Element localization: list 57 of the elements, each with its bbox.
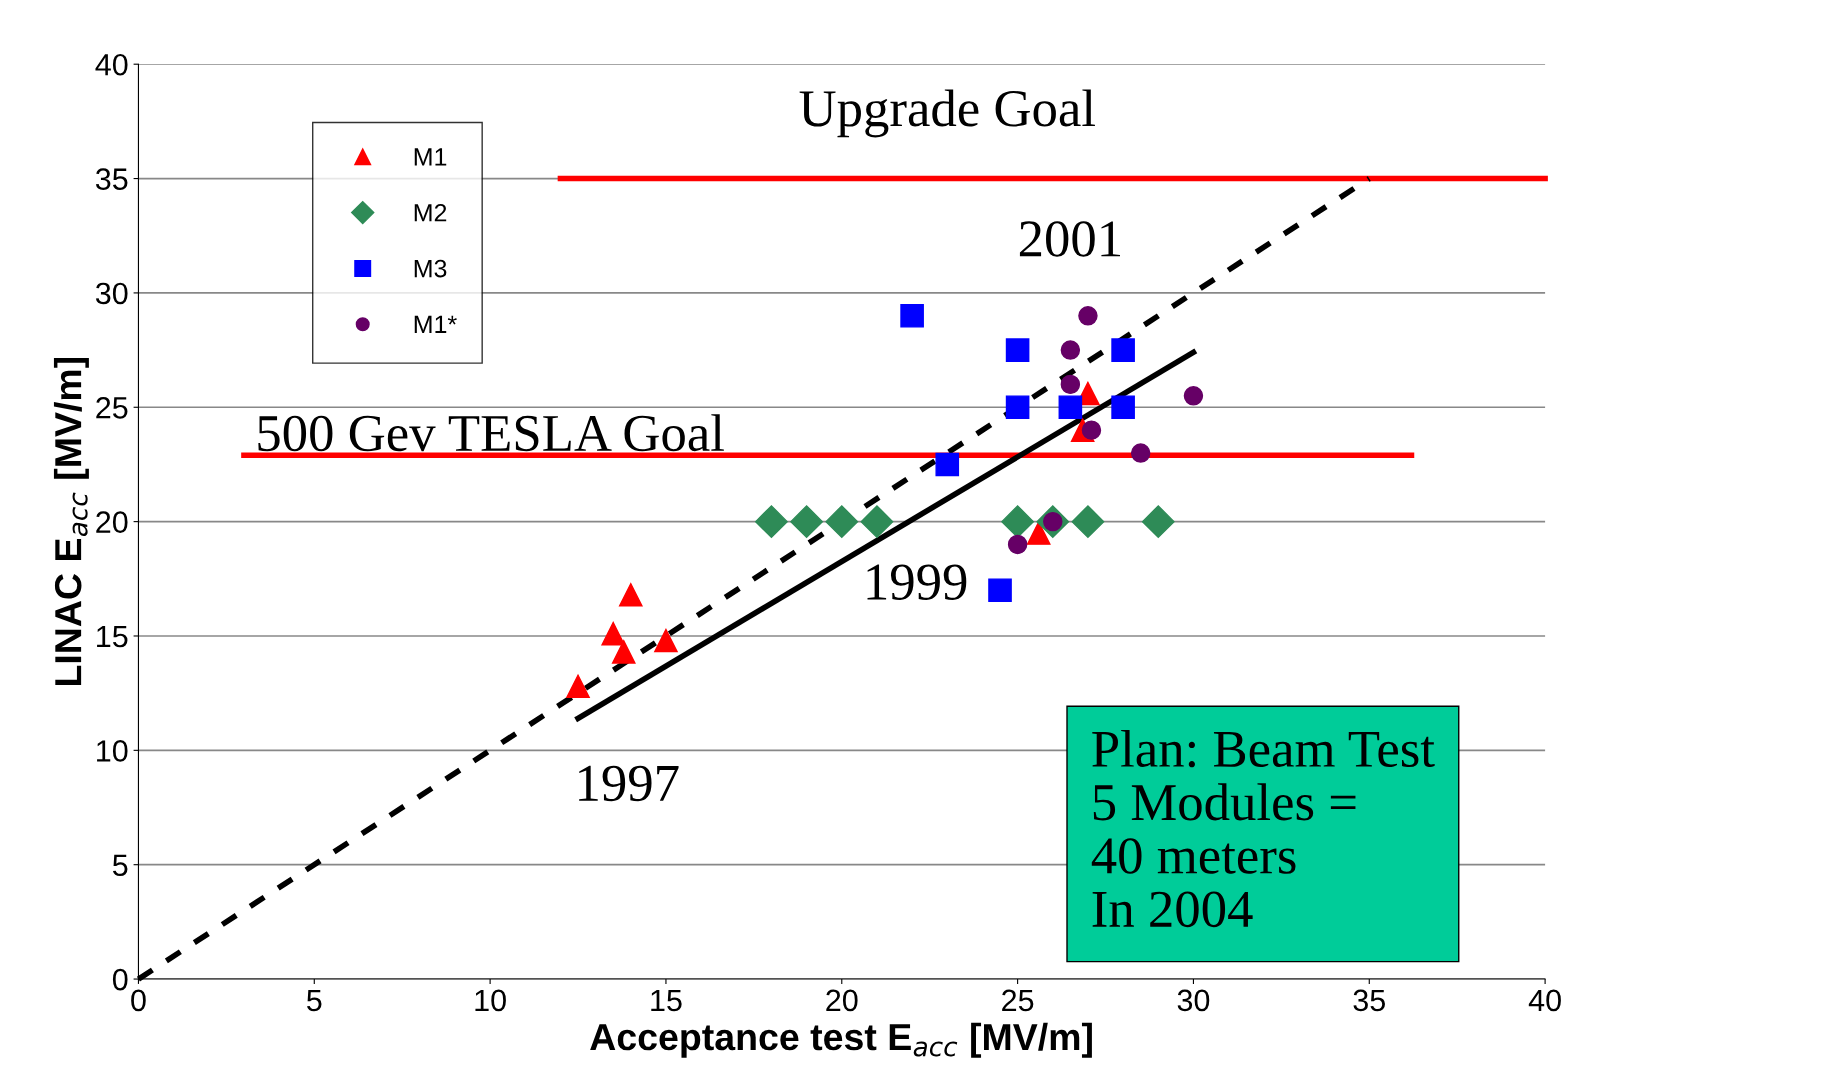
y-tick-label: 35 (95, 168, 128, 190)
y-axis-title: LINAC E$_{acc}$ [MV/m] (53, 357, 89, 686)
point (790, 505, 824, 539)
y-tick-label: 30 (95, 282, 128, 305)
x-tick-label: 40 (1528, 989, 1561, 1012)
point (1005, 395, 1030, 420)
x-tick-label: 30 (1177, 989, 1210, 1012)
x-tick-label: 35 (1353, 989, 1385, 1012)
point (1078, 306, 1098, 326)
x-tick-label: 0 (131, 989, 146, 1012)
point (1060, 374, 1081, 395)
x-tick-label: 10 (475, 989, 506, 1012)
point (611, 640, 636, 664)
y-tick-label: 15 (97, 626, 128, 648)
point (1007, 534, 1028, 555)
x-tick-label: 25 (1002, 989, 1034, 1012)
annotation: 500 Gev TESLA Goal (258, 414, 724, 452)
annotation: Plan: Beam Test 5 Modules = 40 meters In 2004 (1091, 729, 1435, 928)
point (1111, 395, 1135, 420)
y-tick-label: 5 (112, 854, 128, 877)
y-tick-label: 20 (96, 511, 128, 533)
point (566, 674, 590, 699)
legend-label: M1 (414, 148, 447, 166)
point (1026, 521, 1051, 545)
annotation: Upgrade Goal (799, 89, 1095, 138)
annotation: 1997 (579, 765, 679, 802)
y-tick-label: 10 (97, 740, 128, 762)
x-axis-title: Acceptance test E$_{acc}$ [MV/m] (590, 1022, 1092, 1058)
annotation: 1999 (867, 564, 967, 600)
point (825, 505, 859, 539)
point (900, 303, 924, 328)
point (1141, 505, 1175, 539)
point (935, 452, 960, 477)
y-tick-label: 0 (112, 968, 128, 991)
point (618, 583, 643, 607)
point (755, 505, 788, 539)
legend-label: M3 (414, 259, 447, 278)
point (1183, 386, 1204, 406)
legend-label: M1* (414, 315, 457, 333)
point (1058, 395, 1083, 420)
annotation: 2001 (1019, 221, 1120, 257)
x-tick-label: 20 (826, 989, 858, 1012)
point (1111, 338, 1135, 362)
y-tick-label: 40 (95, 53, 128, 76)
point (1005, 338, 1030, 362)
point (988, 578, 1012, 603)
point (601, 621, 626, 646)
point (1060, 340, 1081, 360)
legend-label: M2 (414, 203, 447, 222)
point (1081, 420, 1102, 440)
point (860, 505, 894, 539)
point (1071, 505, 1105, 539)
point (1130, 443, 1151, 463)
x-tick-label: 15 (651, 989, 682, 1012)
y-tick-label: 25 (96, 397, 128, 419)
point (654, 628, 678, 653)
x-tick-label: 5 (307, 989, 322, 1012)
